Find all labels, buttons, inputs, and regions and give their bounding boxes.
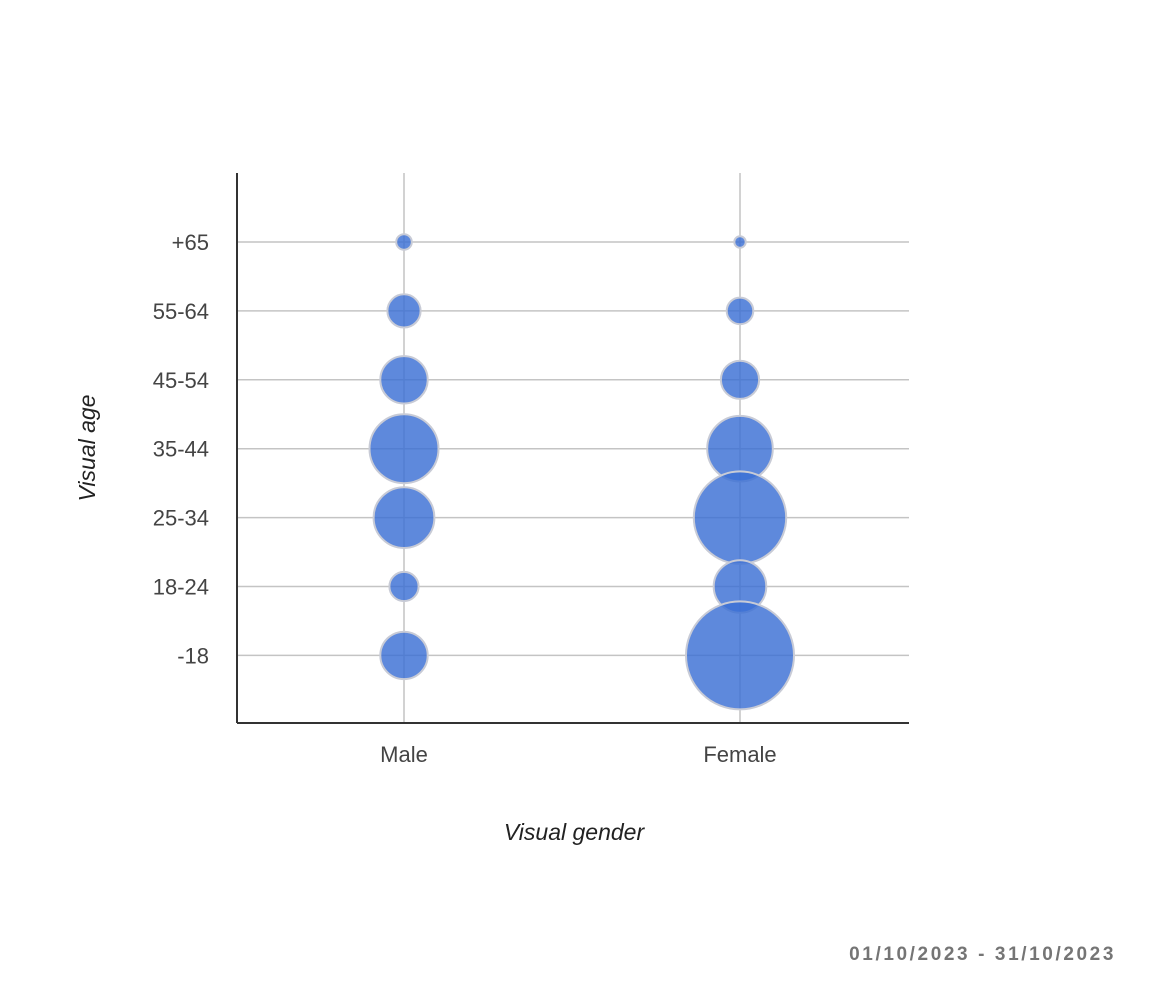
y-tick-label: 55-64 (153, 299, 209, 324)
bubble-female-2534[interactable] (692, 470, 788, 565)
bubble-male-2534[interactable] (372, 486, 436, 549)
axes (236, 173, 909, 724)
bubble-female-5564[interactable] (725, 296, 755, 326)
y-tick-label: 35-44 (153, 437, 209, 462)
bubble-male-1824[interactable] (388, 570, 420, 603)
y-tick-label: 45-54 (153, 368, 209, 393)
bubble-male-65[interactable] (395, 233, 413, 251)
bubble-male-4554[interactable] (379, 355, 429, 405)
bubbles (368, 233, 795, 711)
x-tick-label: Female (703, 742, 776, 767)
bubble-female-65[interactable] (733, 235, 747, 249)
date-range-label: 01/10/2023 - 31/10/2023 (849, 944, 1116, 965)
grid-lines (237, 173, 909, 723)
tick-labels: -18 18-24 25-34 35-44 45-54 55-64 +65 Male Femal… (153, 230, 777, 767)
y-tick-label: 25-34 (153, 506, 209, 531)
y-axis-title: Visual age (74, 395, 100, 502)
x-axis-title: Visual gender (504, 819, 646, 845)
bubble-male-5564[interactable] (386, 293, 422, 329)
bubble-male-3544[interactable] (368, 413, 440, 485)
y-tick-label: +65 (172, 230, 209, 255)
y-tick-label: -18 (177, 643, 209, 668)
bubble-female-18[interactable] (685, 600, 795, 711)
y-tick-label: 18-24 (153, 575, 209, 600)
bubble-male-18[interactable] (379, 630, 429, 681)
x-tick-label: Male (380, 742, 428, 767)
bubble-female-4554[interactable] (719, 359, 761, 400)
